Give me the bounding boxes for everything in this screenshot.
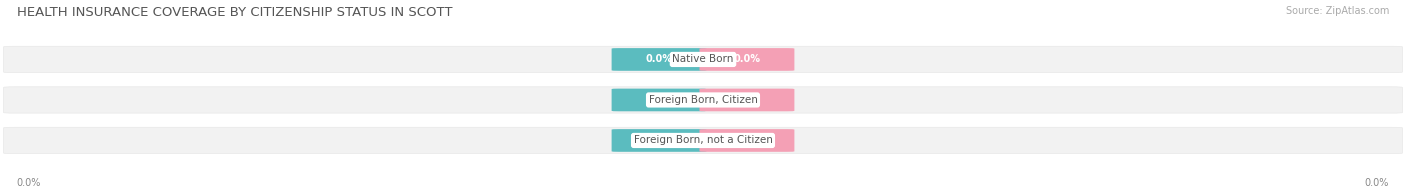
Text: 0.0%: 0.0% bbox=[734, 95, 761, 105]
FancyBboxPatch shape bbox=[700, 129, 794, 152]
Text: Native Born: Native Born bbox=[672, 54, 734, 64]
Text: HEALTH INSURANCE COVERAGE BY CITIZENSHIP STATUS IN SCOTT: HEALTH INSURANCE COVERAGE BY CITIZENSHIP… bbox=[17, 6, 453, 19]
FancyBboxPatch shape bbox=[612, 89, 707, 111]
FancyBboxPatch shape bbox=[612, 48, 707, 71]
Text: 0.0%: 0.0% bbox=[17, 178, 41, 188]
FancyBboxPatch shape bbox=[3, 46, 1403, 73]
Text: Foreign Born, not a Citizen: Foreign Born, not a Citizen bbox=[634, 135, 772, 145]
FancyBboxPatch shape bbox=[612, 129, 707, 152]
FancyBboxPatch shape bbox=[700, 48, 794, 71]
FancyBboxPatch shape bbox=[3, 87, 1403, 113]
Text: 0.0%: 0.0% bbox=[645, 54, 672, 64]
Text: 0.0%: 0.0% bbox=[645, 95, 672, 105]
Text: Source: ZipAtlas.com: Source: ZipAtlas.com bbox=[1285, 6, 1389, 16]
Text: 0.0%: 0.0% bbox=[734, 54, 761, 64]
Text: 0.0%: 0.0% bbox=[734, 135, 761, 145]
Text: 0.0%: 0.0% bbox=[645, 135, 672, 145]
FancyBboxPatch shape bbox=[3, 127, 1403, 154]
FancyBboxPatch shape bbox=[700, 89, 794, 111]
Text: Foreign Born, Citizen: Foreign Born, Citizen bbox=[648, 95, 758, 105]
Text: 0.0%: 0.0% bbox=[1365, 178, 1389, 188]
